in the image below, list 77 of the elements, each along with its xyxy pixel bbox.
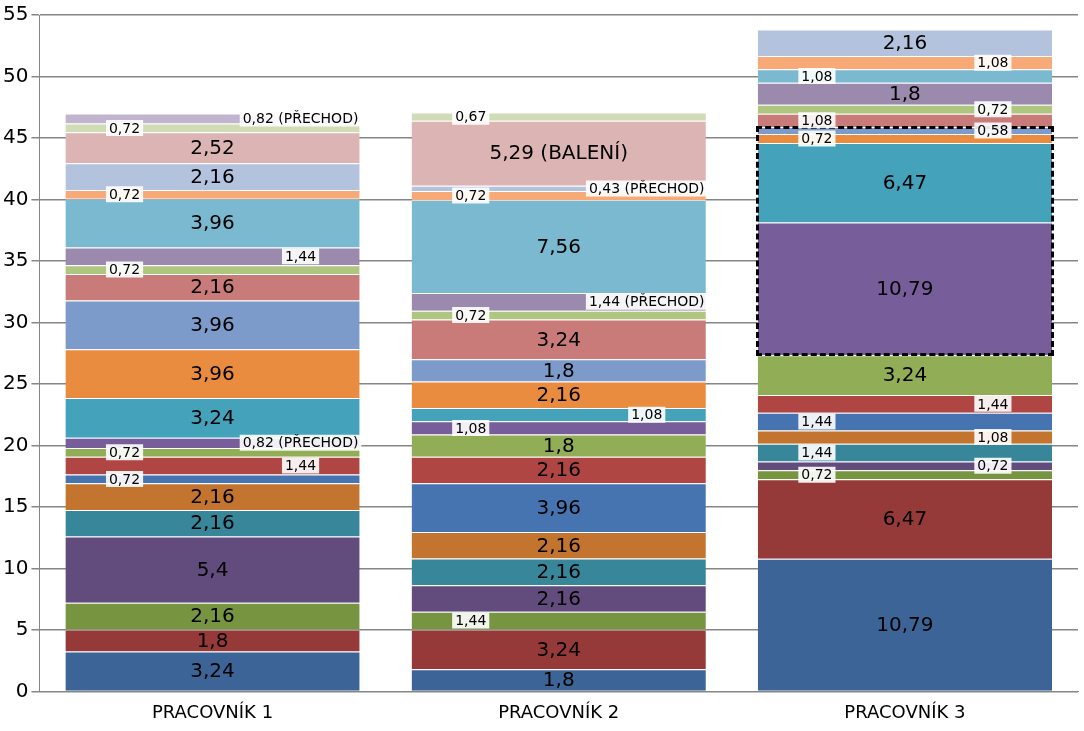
data-label: 6,47 [882, 169, 928, 194]
data-label: 2,16 [536, 457, 581, 482]
data-label: 1,44 [801, 413, 833, 430]
data-label: 1,08 [977, 54, 1009, 71]
data-label: 2,16 [190, 603, 235, 628]
x-tick-label: PRACOVNÍK 1 [151, 700, 274, 722]
data-label: 3,24 [190, 405, 235, 430]
data-label: 2,16 [536, 585, 581, 610]
y-tick-label: 30 [3, 308, 29, 333]
data-label: 5,4 [196, 556, 229, 581]
y-tick-label: 5 [15, 616, 29, 641]
data-label: 3,24 [190, 658, 235, 683]
y-tick-label: 25 [3, 370, 29, 395]
data-label: 0,72 [108, 185, 141, 202]
data-label: 1,08 [455, 419, 487, 436]
data-label: 0,72 [455, 306, 487, 323]
data-label: 10,79 [876, 276, 934, 301]
data-label: 1,08 [631, 406, 663, 423]
data-label: 2,16 [190, 483, 235, 508]
data-label: 1,44 [284, 247, 317, 264]
data-label: 1,08 [801, 111, 833, 128]
data-label: 3,24 [882, 362, 928, 387]
data-label: 0,58 [977, 122, 1009, 139]
data-label: 3,96 [190, 312, 235, 337]
data-label: 1,08 [977, 428, 1009, 445]
data-label: 7,56 [536, 233, 581, 258]
y-tick-label: 0 [15, 677, 29, 702]
data-label: 0,72 [108, 443, 141, 460]
data-label: 1,8 [542, 357, 575, 382]
data-label: 3,96 [190, 360, 235, 385]
data-label: 0,72 [977, 100, 1009, 117]
data-label: 3,96 [536, 494, 581, 519]
data-label: 3,96 [190, 210, 235, 235]
data-label: 1,8 [196, 627, 229, 652]
data-label: 0,72 [977, 457, 1009, 474]
data-label: 3,24 [536, 636, 581, 661]
data-label: 2,16 [190, 274, 235, 299]
data-label: 1,44 [977, 395, 1009, 412]
data-label: 1,8 [542, 432, 575, 457]
y-tick-label: 50 [3, 62, 29, 87]
data-label: 1,44 [801, 444, 833, 461]
data-label: 6,47 [882, 506, 928, 531]
data-label: 5,29 (BALENÍ) [489, 140, 628, 165]
y-tick-label: 45 [3, 124, 29, 149]
data-label: 0,67 [455, 108, 487, 125]
y-tick-label: 35 [3, 247, 29, 272]
x-tick-label: PRACOVNÍK 2 [498, 700, 620, 722]
data-label: 0,72 [801, 466, 833, 483]
data-label: 1,8 [542, 667, 575, 692]
data-label: 2,16 [536, 532, 581, 557]
data-label: 2,16 [536, 381, 581, 406]
data-label: 2,52 [190, 135, 235, 160]
data-label: 0,72 [801, 130, 833, 147]
data-label: 1,8 [889, 80, 921, 105]
y-tick-label: 40 [3, 185, 29, 210]
data-label: 0,72 [455, 187, 487, 204]
data-label: 0,82 (PŘECHOD) [242, 110, 359, 127]
data-label: 0,43 (PŘECHOD) [588, 180, 705, 197]
x-tick-label: PRACOVNÍK 3 [844, 700, 966, 722]
data-label: 1,44 [455, 612, 487, 629]
data-label: 1,08 [801, 67, 833, 84]
data-label: 0,72 [108, 119, 141, 136]
y-tick-label: 15 [3, 493, 29, 518]
y-tick-label: 55 [3, 1, 29, 26]
data-label: 2,16 [190, 510, 235, 535]
data-label: 1,44 [284, 457, 317, 474]
y-tick-label: 10 [3, 554, 29, 579]
data-label: 2,16 [536, 559, 581, 584]
data-label: 2,16 [190, 163, 235, 188]
data-label: 0,82 (PŘECHOD) [242, 434, 359, 451]
data-label: 0,72 [108, 261, 141, 278]
data-label: 1,44 (PŘECHOD) [588, 293, 705, 310]
y-tick-label: 20 [3, 431, 29, 456]
data-label: 2,16 [882, 30, 928, 54]
data-label: 0,72 [108, 470, 141, 487]
data-label: 3,24 [536, 326, 581, 351]
data-label: 10,79 [876, 611, 934, 636]
